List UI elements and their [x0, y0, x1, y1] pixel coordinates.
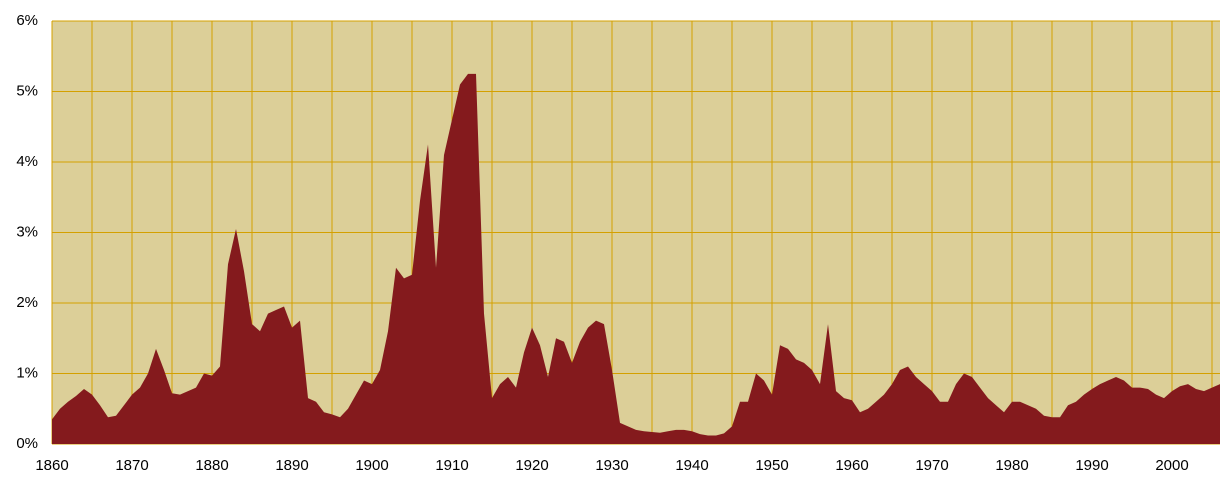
y-tick-label: 6% — [16, 12, 38, 29]
x-tick-label: 1930 — [595, 457, 628, 474]
x-tick-label: 1920 — [515, 457, 548, 474]
y-tick-label: 0% — [16, 435, 38, 452]
y-tick-label: 2% — [16, 294, 38, 311]
x-tick-label: 1880 — [195, 457, 228, 474]
x-tick-label: 2000 — [1155, 457, 1188, 474]
x-tick-label: 1940 — [675, 457, 708, 474]
x-tick-label: 1990 — [1075, 457, 1108, 474]
x-tick-label: 1860 — [35, 457, 68, 474]
x-tick-label: 1970 — [915, 457, 948, 474]
y-tick-label: 1% — [16, 364, 38, 381]
x-tick-label: 1960 — [835, 457, 868, 474]
x-tick-label: 1890 — [275, 457, 308, 474]
x-tick-label: 1870 — [115, 457, 148, 474]
x-tick-label: 1910 — [435, 457, 468, 474]
y-tick-label: 3% — [16, 223, 38, 240]
area — [52, 73, 1220, 444]
x-tick-label: 1950 — [755, 457, 788, 474]
y-tick-label: 4% — [16, 153, 38, 170]
y-tick-label: 5% — [16, 82, 38, 99]
x-tick-label: 1900 — [355, 457, 388, 474]
x-tick-label: 1980 — [995, 457, 1028, 474]
